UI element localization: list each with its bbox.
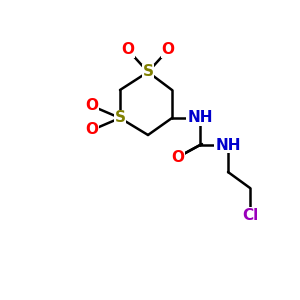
Text: O: O [85,122,98,137]
Text: NH: NH [187,110,213,125]
Text: O: O [161,43,175,58]
Text: O: O [172,149,184,164]
Text: O: O [122,43,134,58]
Text: Cl: Cl [242,208,258,223]
Text: NH: NH [215,137,241,152]
Text: O: O [85,98,98,113]
Text: S: S [142,64,154,80]
Text: S: S [115,110,125,125]
